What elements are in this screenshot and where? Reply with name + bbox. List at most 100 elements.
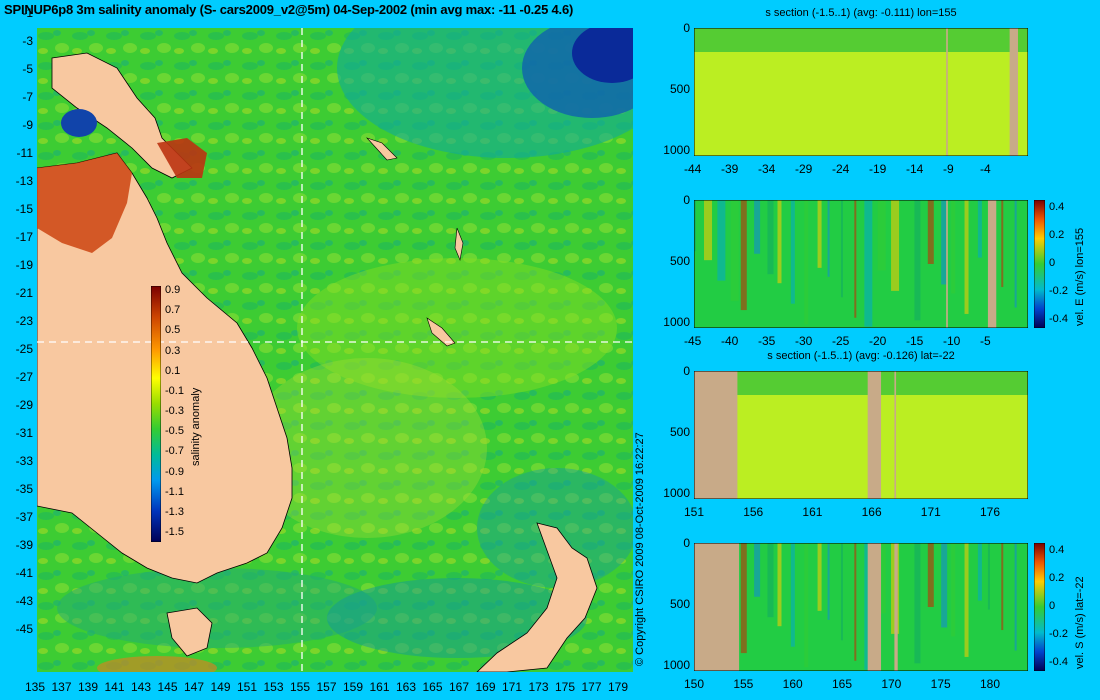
lon-tick-label: 151: [237, 680, 258, 694]
section-x-tick: -14: [906, 162, 924, 176]
lon-tick-label: 175: [555, 680, 576, 694]
velocity-colorbar: [1034, 200, 1045, 328]
velocity-streak: [941, 543, 948, 628]
map-colorbar-tick: 0.7: [165, 304, 181, 317]
section-plot-s-section-lat[interactable]: [694, 371, 1028, 499]
lon-tick-label: 161: [369, 680, 390, 694]
section-x-tick: 180: [980, 677, 1001, 691]
velocity-streak: [927, 543, 934, 607]
section-x-tick: 160: [782, 677, 803, 691]
section-land: [946, 200, 948, 328]
lat-tick-label: -33: [15, 454, 33, 468]
section-y-tick: 1000: [663, 486, 690, 500]
section-plot-vel-e-lon[interactable]: [694, 200, 1028, 328]
velocity-streak: [790, 543, 795, 647]
lat-tick-label: -17: [15, 230, 33, 244]
lat-tick-label: -7: [22, 90, 33, 104]
section-title: s section (-1.5..1) (avg: -0.111) lon=15…: [765, 7, 957, 19]
lon-tick-label: 145: [157, 680, 178, 694]
section-x-tick: 176: [980, 505, 1001, 519]
velocity-streak: [987, 543, 990, 610]
lat-tick-label: -45: [15, 622, 33, 636]
map-colorbar-label: salinity anomaly: [190, 387, 202, 466]
velocity-streak: [941, 200, 948, 285]
velocity-streak: [877, 543, 886, 614]
section-x-tick: -19: [869, 162, 887, 176]
velocity-streak: [827, 200, 830, 277]
velocity-streak: [977, 200, 982, 258]
salinity-map[interactable]: [37, 28, 633, 672]
lat-tick-label: -5: [22, 62, 33, 76]
lat-tick-label: -43: [15, 594, 33, 608]
section-plot-vel-s-lat[interactable]: [694, 543, 1028, 671]
lon-tick-label: 167: [449, 680, 470, 694]
lat-tick-label: -41: [15, 566, 33, 580]
velocity-streak: [1001, 200, 1004, 288]
section-land: [946, 28, 948, 156]
lat-tick-label: -27: [15, 370, 33, 384]
section-y-tick: 500: [669, 254, 690, 268]
map-lat-axis: -1 -3 -5 -7 -9 -11 -13 -15 -17 -19 -21 -23 -25 -27 -29…: [0, 6, 35, 672]
velocity-streak: [754, 200, 761, 254]
lat-tick-label: -1: [22, 6, 33, 20]
lon-tick-label: 179: [608, 680, 629, 694]
velocity-streak: [767, 200, 774, 275]
velocity-colorbar-tick: 0.2: [1049, 229, 1065, 241]
section-plot-s-section-lon[interactable]: [694, 28, 1028, 156]
velocity-streak: [864, 200, 873, 327]
map-colorbar-tick: 0.3: [165, 344, 181, 357]
map-colorbar-tick: 0.5: [165, 324, 181, 337]
new-zealand-land: [476, 522, 598, 672]
map-colorbar: [151, 286, 161, 542]
section-x-tick: -5: [980, 334, 991, 348]
section-x-tick: -34: [758, 162, 776, 176]
velocity-streak: [914, 200, 921, 321]
velocity-colorbar-tick: 0: [1049, 257, 1056, 269]
section-y-tick: 500: [669, 82, 690, 96]
velocity-streak: [964, 543, 969, 657]
velocity-streak: [827, 543, 830, 620]
section-x-tick: 170: [881, 677, 902, 691]
velocity-streak: [704, 200, 713, 261]
velocity-streak: [964, 200, 969, 314]
lat-tick-label: -39: [15, 538, 33, 552]
section-land: [694, 543, 740, 671]
surface-layer: [694, 371, 1028, 395]
lon-tick-label: 165: [422, 680, 443, 694]
map-colorbar-tick: -0.7: [165, 445, 184, 458]
section-x-tick: -35: [758, 334, 776, 348]
velocity-streak: [717, 200, 726, 281]
lat-tick-label: -35: [15, 482, 33, 496]
section-title: s section (-1.5..1) (avg: -0.126) lat=-2…: [767, 350, 955, 362]
section-x-tick: -4: [980, 162, 991, 176]
lon-tick-label: 147: [184, 680, 205, 694]
lon-tick-label: 153: [263, 680, 284, 694]
velocity-streak: [777, 200, 782, 284]
velocity-colorbar-tick: -0.4: [1049, 313, 1068, 325]
map-colorbar-tick: -0.1: [165, 384, 184, 397]
lon-tick-label: 135: [25, 680, 46, 694]
velocity-colorbar-tick: -0.2: [1049, 628, 1068, 640]
map-colorbar-tick: -0.5: [165, 425, 184, 438]
section-x-tick: 156: [743, 505, 764, 519]
section-land: [867, 543, 882, 671]
velocity-streak: [1001, 543, 1004, 631]
page-title: SPINUP6p8 3m salinity anomaly (S- cars20…: [4, 2, 574, 17]
lat-tick-label: -11: [16, 146, 33, 160]
velocity-colorbar: [1034, 543, 1045, 671]
velocity-streak: [777, 543, 782, 627]
lat-tick-label: -3: [22, 34, 33, 48]
velocity-streak: [740, 200, 747, 311]
surface-layer: [694, 28, 1028, 52]
velocity-streak: [854, 543, 857, 661]
section-x-tick: -44: [684, 162, 702, 176]
section-x-tick: -45: [684, 334, 702, 348]
velocity-colorbar-tick: -0.4: [1049, 656, 1068, 668]
lon-tick-label: 173: [528, 680, 549, 694]
section-x-tick: -40: [721, 334, 739, 348]
section-land: [867, 371, 882, 499]
velocity-streak: [740, 543, 747, 654]
section-x-tick: -24: [832, 162, 850, 176]
velocity-colorbar-tick: 0.4: [1049, 201, 1065, 213]
velocity-streak: [694, 200, 696, 252]
